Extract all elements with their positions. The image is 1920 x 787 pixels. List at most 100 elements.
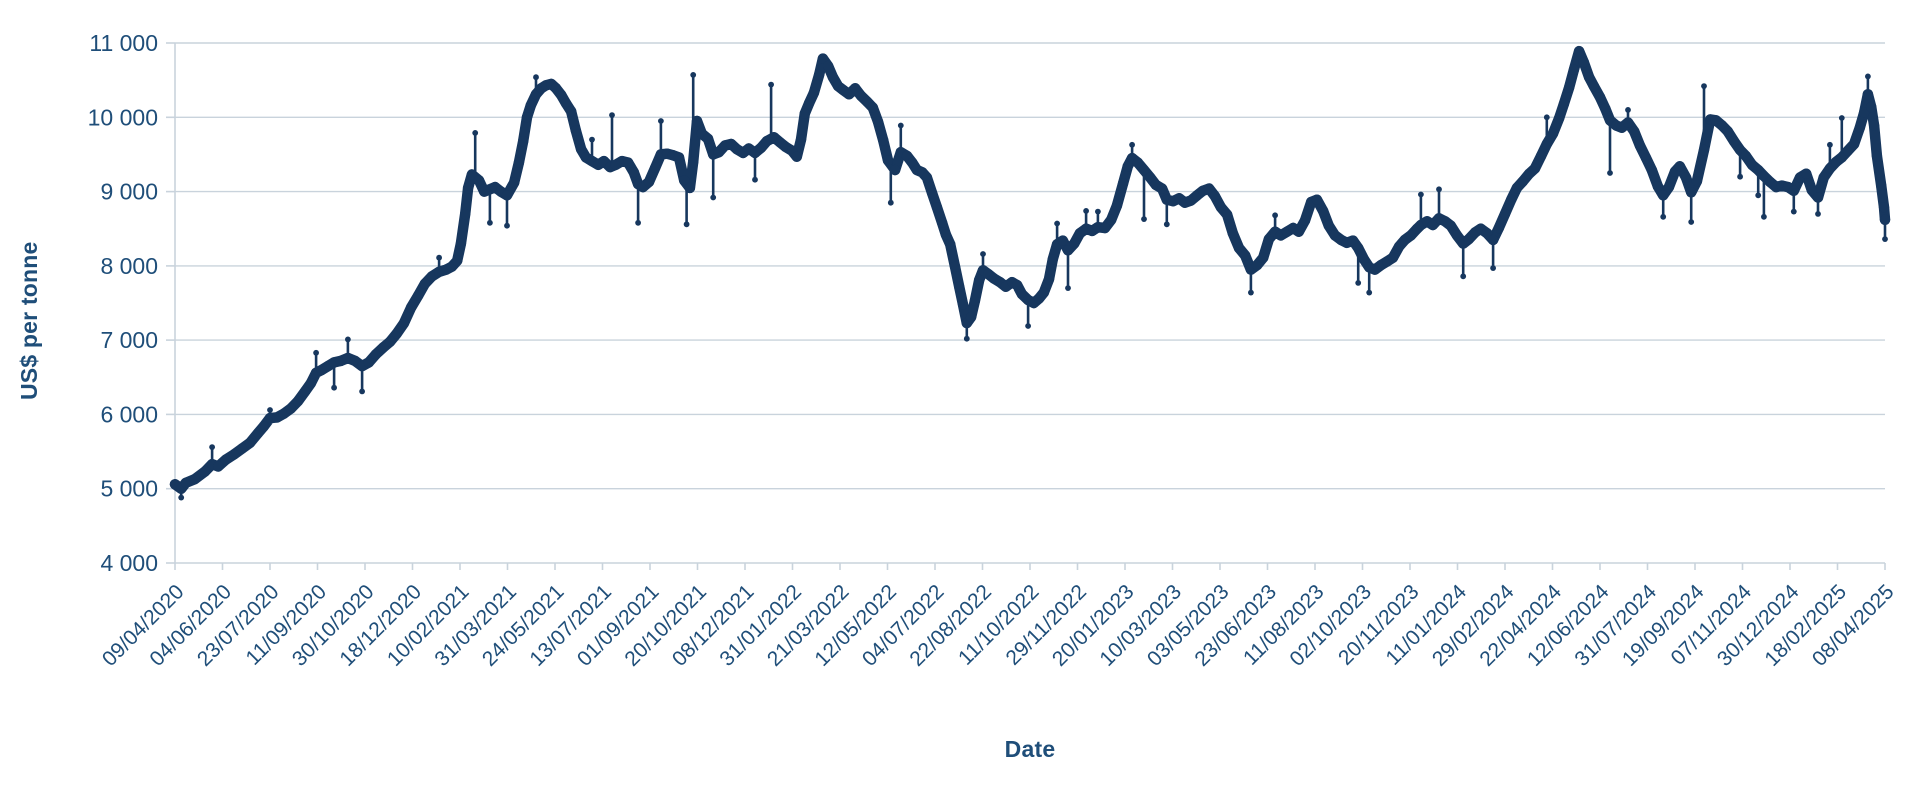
daily-spike-marker xyxy=(1141,216,1147,223)
daily-spike-marker xyxy=(1625,107,1631,113)
daily-spike-marker xyxy=(710,194,717,201)
price-marker xyxy=(1493,222,1505,234)
price-marker xyxy=(1043,274,1055,285)
price-marker xyxy=(1640,152,1652,164)
price-marker xyxy=(1854,122,1866,133)
daily-spike-marker xyxy=(1607,170,1613,176)
price-marker xyxy=(1251,259,1263,271)
daily-spike-marker xyxy=(436,254,442,261)
daily-spike-marker xyxy=(1025,323,1031,329)
price-marker xyxy=(1824,163,1836,174)
price-marker xyxy=(931,202,943,213)
daily-spike-marker xyxy=(1790,208,1797,215)
price-marker xyxy=(945,239,956,250)
price-marker xyxy=(220,454,231,465)
price-marker xyxy=(1541,138,1553,150)
price-marker xyxy=(684,182,696,194)
y-grid-and-labels: 4 000 5 000 6 000 7 000 8 000 9 000 10 000 11 0… xyxy=(88,30,1885,576)
price-marker xyxy=(285,403,297,414)
daily-spike-marker xyxy=(1838,115,1845,121)
daily-spike-marker xyxy=(1490,265,1496,271)
price-marker xyxy=(1812,192,1824,203)
price-marker xyxy=(1209,190,1221,202)
daily-spike-marker xyxy=(683,221,690,228)
daily-spike-marker xyxy=(1355,280,1362,286)
price-marker xyxy=(1862,89,1874,100)
price-marker xyxy=(1203,183,1215,194)
price-marker xyxy=(1629,126,1640,137)
daily-spike-marker xyxy=(768,81,774,88)
daily-spike-marker xyxy=(1248,289,1254,296)
price-marker xyxy=(1722,126,1734,137)
price-marker xyxy=(189,473,201,485)
price-marker xyxy=(1858,107,1870,119)
price-marker xyxy=(1588,80,1600,92)
price-marker xyxy=(1558,98,1570,110)
daily-spike-marker xyxy=(1366,289,1373,296)
daily-spike-marker xyxy=(1272,212,1278,219)
price-marker xyxy=(363,357,374,368)
price-marker xyxy=(1099,222,1111,234)
price-marker xyxy=(1563,82,1575,93)
price-marker xyxy=(1487,234,1499,246)
price-marker xyxy=(1788,185,1800,196)
price-marker xyxy=(949,261,961,272)
price-marker xyxy=(1293,226,1305,237)
price-marker xyxy=(1848,138,1860,150)
price-marker xyxy=(1511,182,1523,194)
price-marker xyxy=(1573,46,1585,57)
price-marker xyxy=(872,116,884,127)
price-marker xyxy=(1263,233,1275,245)
price-marker xyxy=(817,53,829,64)
price-marker xyxy=(1691,176,1703,187)
price-marker xyxy=(813,69,825,81)
price-marker xyxy=(462,182,474,194)
y-tick-label: 6 000 xyxy=(100,401,158,427)
price-marker xyxy=(1117,178,1129,189)
price-marker xyxy=(795,134,807,145)
price-marker xyxy=(1111,200,1123,211)
price-marker xyxy=(1517,176,1529,187)
price-marker xyxy=(508,177,520,188)
price-marker xyxy=(1405,230,1417,241)
price-marker xyxy=(878,135,889,146)
price-marker xyxy=(691,115,703,127)
price-marker xyxy=(803,98,815,109)
daily-spike-marker xyxy=(1543,114,1550,121)
price-marker xyxy=(1594,92,1606,103)
price-marker xyxy=(1221,209,1233,220)
price-marker xyxy=(926,187,938,199)
price-marker xyxy=(244,437,256,448)
price-marker xyxy=(1012,280,1023,291)
price-marker xyxy=(1156,183,1168,194)
daily-spike-marker xyxy=(1054,220,1060,227)
price-marker xyxy=(799,108,810,119)
price-marker xyxy=(1646,164,1658,176)
price-marker xyxy=(1547,128,1559,139)
price-marker xyxy=(501,190,513,201)
price-marker xyxy=(1698,144,1710,156)
price-marker xyxy=(1347,235,1359,246)
price-marker xyxy=(957,299,969,310)
price-marker xyxy=(405,302,417,313)
price-marker xyxy=(1358,254,1370,265)
price-marker xyxy=(213,461,224,472)
y-tick-label: 10 000 xyxy=(88,104,158,130)
price-marker xyxy=(1871,150,1883,162)
price-marker xyxy=(518,135,529,147)
price-marker xyxy=(479,186,490,197)
price-marker xyxy=(1866,101,1877,113)
daily-spike-marker xyxy=(359,388,365,395)
price-marker xyxy=(791,151,802,162)
daily-spike-marker xyxy=(1827,141,1833,148)
price-marker xyxy=(258,421,269,432)
price-marker xyxy=(413,290,424,301)
price-marker xyxy=(1878,202,1890,213)
x-axis-title: Date xyxy=(1004,736,1056,762)
daily-spike-marker xyxy=(1688,219,1695,225)
price-marker xyxy=(575,144,587,155)
price-marker xyxy=(1106,214,1117,225)
price-marker xyxy=(560,98,572,109)
price-marker xyxy=(1554,112,1565,124)
